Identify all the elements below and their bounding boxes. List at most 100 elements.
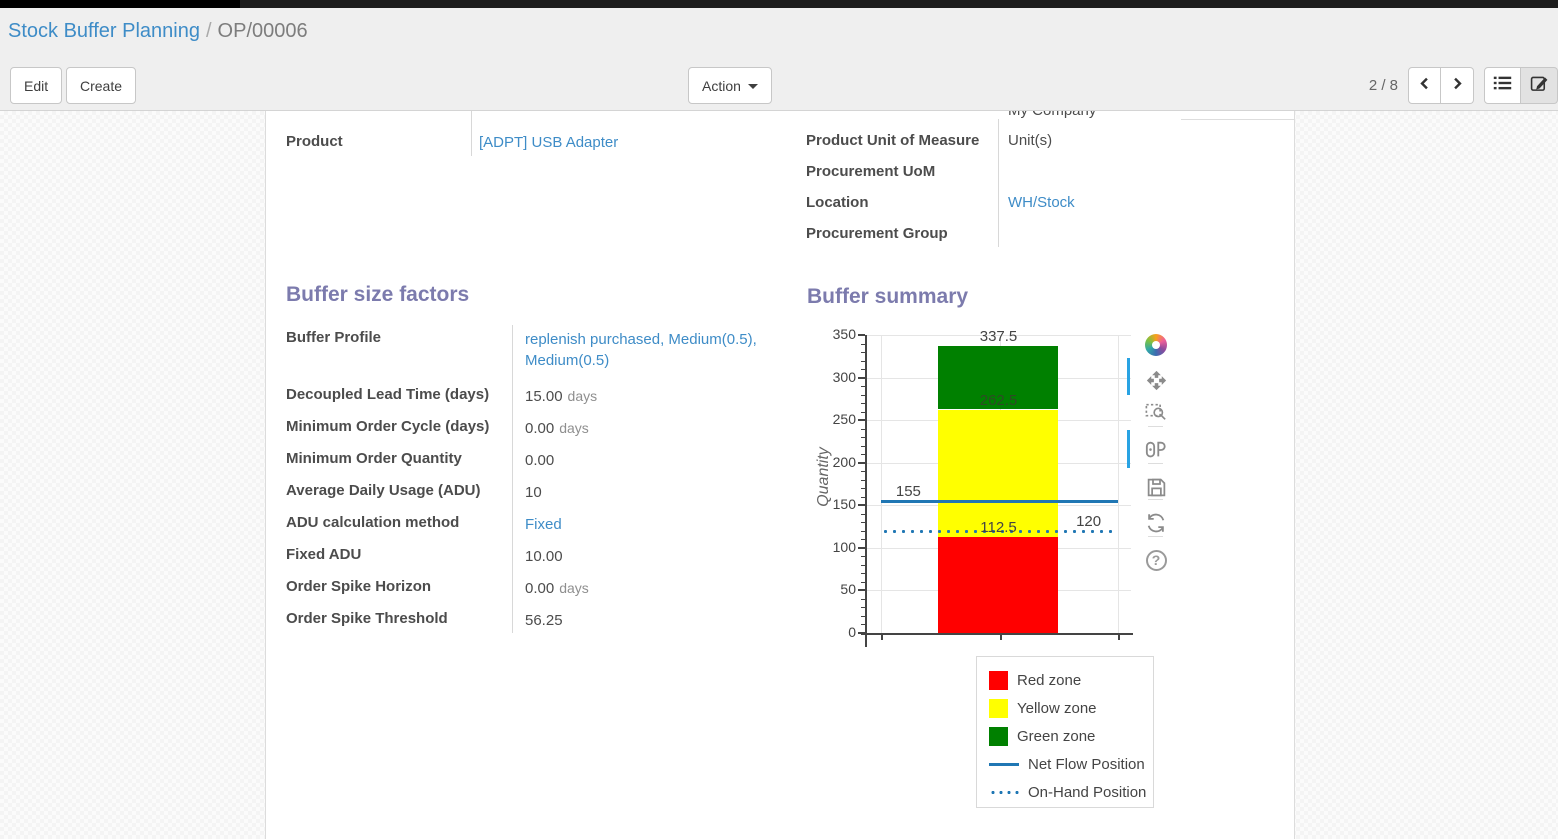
header-divider [0, 110, 1558, 111]
field-label: Order Spike Horizon [286, 578, 432, 595]
x-axis-line [861, 633, 1133, 635]
pan-icon[interactable] [1144, 368, 1168, 392]
y-minor-tick [861, 403, 865, 405]
field-label: ADU calculation method [286, 514, 460, 531]
y-minor-tick [861, 513, 865, 515]
form-field-row: Product Unit of Measure Unit(s) [806, 123, 1286, 154]
pager-nav-group [1408, 67, 1474, 104]
zoom-in-out-icon[interactable] [1144, 438, 1168, 462]
field-label: Procurement UoM [806, 163, 936, 180]
legend-item: Net Flow Position [989, 750, 1153, 778]
pager-counter: 2 / 8 [1368, 77, 1398, 94]
field-value[interactable]: Fixed [525, 516, 562, 533]
field-value[interactable]: replenish purchased, Medium(0.5), Medium… [525, 331, 757, 369]
field-label: Location [806, 194, 869, 211]
y-minor-tick [861, 394, 865, 396]
legend-label: Net Flow Position [1028, 755, 1145, 773]
y-tick-label: 350 [832, 326, 856, 342]
save-icon[interactable] [1144, 475, 1168, 499]
pager-next-button[interactable] [1441, 67, 1474, 104]
y-minor-tick [861, 360, 865, 362]
y-minor-tick [861, 564, 865, 566]
field-unit-suffix: days [567, 388, 598, 404]
field-label: Average Daily Usage (ADU) [286, 482, 481, 499]
field-value: 0.00 days [525, 420, 589, 437]
y-tick-label: 100 [832, 538, 856, 555]
product-field-value[interactable]: [ADPT] USB Adapter [479, 134, 619, 151]
y-tick-label: 250 [832, 411, 856, 428]
form-background: My Company Product [ADPT] USB Adapter Pr… [0, 111, 1558, 839]
y-tick-mark [858, 546, 865, 549]
modebar-active-bar [1127, 358, 1130, 395]
breadcrumb-current: OP/00006 [217, 20, 308, 42]
y-tick-mark [858, 334, 865, 336]
y-minor-tick [861, 343, 865, 345]
form-field-row: Decoupled Lead Time (days) 15.00 days [286, 380, 764, 412]
field-value[interactable]: WH/Stock [1008, 194, 1075, 211]
y-minor-tick [861, 454, 865, 456]
y-minor-tick [861, 496, 865, 498]
x-tick-mark [881, 635, 884, 640]
y-tick-mark [858, 504, 865, 507]
y-minor-tick [861, 530, 865, 532]
chevron-down-icon [747, 84, 758, 90]
legend-label: Yellow zone [1017, 699, 1097, 717]
y-tick-label: 150 [832, 496, 856, 513]
box-zoom-icon[interactable] [1144, 400, 1168, 424]
reset-axes-icon[interactable] [1144, 511, 1168, 535]
pager-previous-button[interactable] [1408, 67, 1441, 104]
edit-button[interactable]: Edit [10, 67, 63, 104]
field-value: Unit(s) [1008, 132, 1053, 149]
form-field-row: Buffer Profile replenish purchased, Mediu… [286, 323, 764, 380]
y-minor-tick [861, 624, 865, 626]
y-tick-mark [858, 589, 865, 592]
form-view-button[interactable] [1521, 67, 1558, 104]
y-minor-tick [861, 556, 865, 558]
chart-plot-area: 337.5 262.5 155 112.5 120 [866, 328, 1131, 633]
field-value [998, 163, 1286, 185]
buffer-size-factors-title: Buffer size factors [286, 283, 470, 306]
field-value: 10 [525, 484, 542, 501]
y-tick-label: 300 [832, 368, 856, 385]
legend-swatch [989, 726, 1008, 746]
form-sheet: My Company Product [ADPT] USB Adapter Pr… [265, 111, 1295, 839]
field-value: 56.25 [525, 612, 563, 629]
y-tick-label: 200 [832, 453, 856, 470]
help-icon[interactable]: ? [1144, 548, 1168, 572]
modebar-separator [1148, 463, 1163, 464]
field-separator [471, 111, 472, 156]
clipped-company-value: My Company [1008, 111, 1096, 119]
list-icon [1493, 75, 1512, 96]
legend-item: Red zone [989, 666, 1153, 694]
y-axis-line [865, 335, 867, 647]
chart-legend: Red zone Yellow zone Green zone Net Flow Po… [976, 656, 1154, 808]
list-view-button[interactable] [1484, 67, 1521, 104]
create-button[interactable]: Create [66, 67, 137, 104]
edit-form-icon [1530, 74, 1549, 97]
x-tick-mark [999, 635, 1002, 640]
chart-annotation: 120 [1076, 512, 1102, 530]
field-label: Minimum Order Quantity [286, 450, 462, 467]
field-label: Procurement Group [806, 225, 948, 242]
chart-annotation: 337.5 [979, 327, 1018, 345]
legend-swatch [989, 698, 1008, 718]
chart-annotation: 262.5 [979, 391, 1018, 409]
form-field-row: Minimum Order Cycle (days) 0.00 days [286, 412, 764, 444]
on-hand-position-line [881, 529, 1118, 533]
field-value: 10.00 [525, 548, 563, 565]
zone-green [938, 345, 1059, 410]
y-minor-tick [861, 471, 865, 473]
plotly-logo-icon[interactable] [1144, 333, 1168, 357]
zone-red [938, 537, 1059, 633]
chevron-right-icon [1451, 76, 1464, 96]
action-dropdown-button[interactable]: Action [688, 67, 772, 104]
product-field-label: Product [286, 133, 343, 150]
y-minor-tick [861, 607, 865, 609]
field-separator [998, 119, 999, 247]
breadcrumb-parent-link[interactable]: Stock Buffer Planning [8, 20, 200, 42]
legend-label: Green zone [1017, 727, 1096, 745]
y-tick-label: 0 [848, 624, 856, 640]
y-minor-tick [861, 539, 865, 541]
legend-label: Red zone [1017, 671, 1082, 689]
